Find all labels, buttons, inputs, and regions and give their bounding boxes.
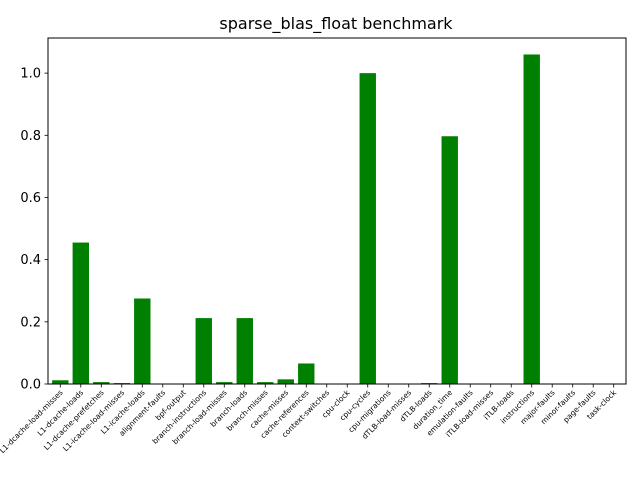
y-axis: 0.0 0.2 0.4 0.6 0.8 1.0	[20, 67, 48, 393]
bars-group	[52, 54, 540, 384]
bar-L1-dcache-load-misses	[52, 380, 69, 384]
y-tick-label: 0.8	[20, 129, 41, 144]
y-tick-label: 0.2	[20, 315, 41, 330]
bar-L1-dcache-loads	[72, 242, 89, 384]
y-tick-label: 1.0	[20, 67, 41, 82]
bar-L1-icache-loads	[134, 298, 151, 384]
chart-title: sparse_blas_float benchmark	[219, 14, 453, 34]
plot-frame	[47, 37, 627, 385]
y-tick-label: 0.0	[20, 378, 41, 393]
bar-L1-dcache-prefetches	[93, 382, 110, 384]
bar-duration_time	[441, 136, 458, 384]
bar-branch-loads	[236, 318, 253, 384]
bar-branch-load-misses	[216, 382, 233, 384]
y-tick-label: 0.4	[20, 253, 41, 268]
bar-instructions	[523, 54, 540, 384]
bar-cache-references	[298, 363, 315, 384]
y-tick-label: 0.6	[20, 191, 41, 206]
bar-branch-instructions	[195, 318, 212, 384]
bar-cpu-cycles	[359, 73, 376, 384]
bar-cache-misses	[277, 379, 294, 384]
bar-branch-misses	[257, 382, 274, 384]
